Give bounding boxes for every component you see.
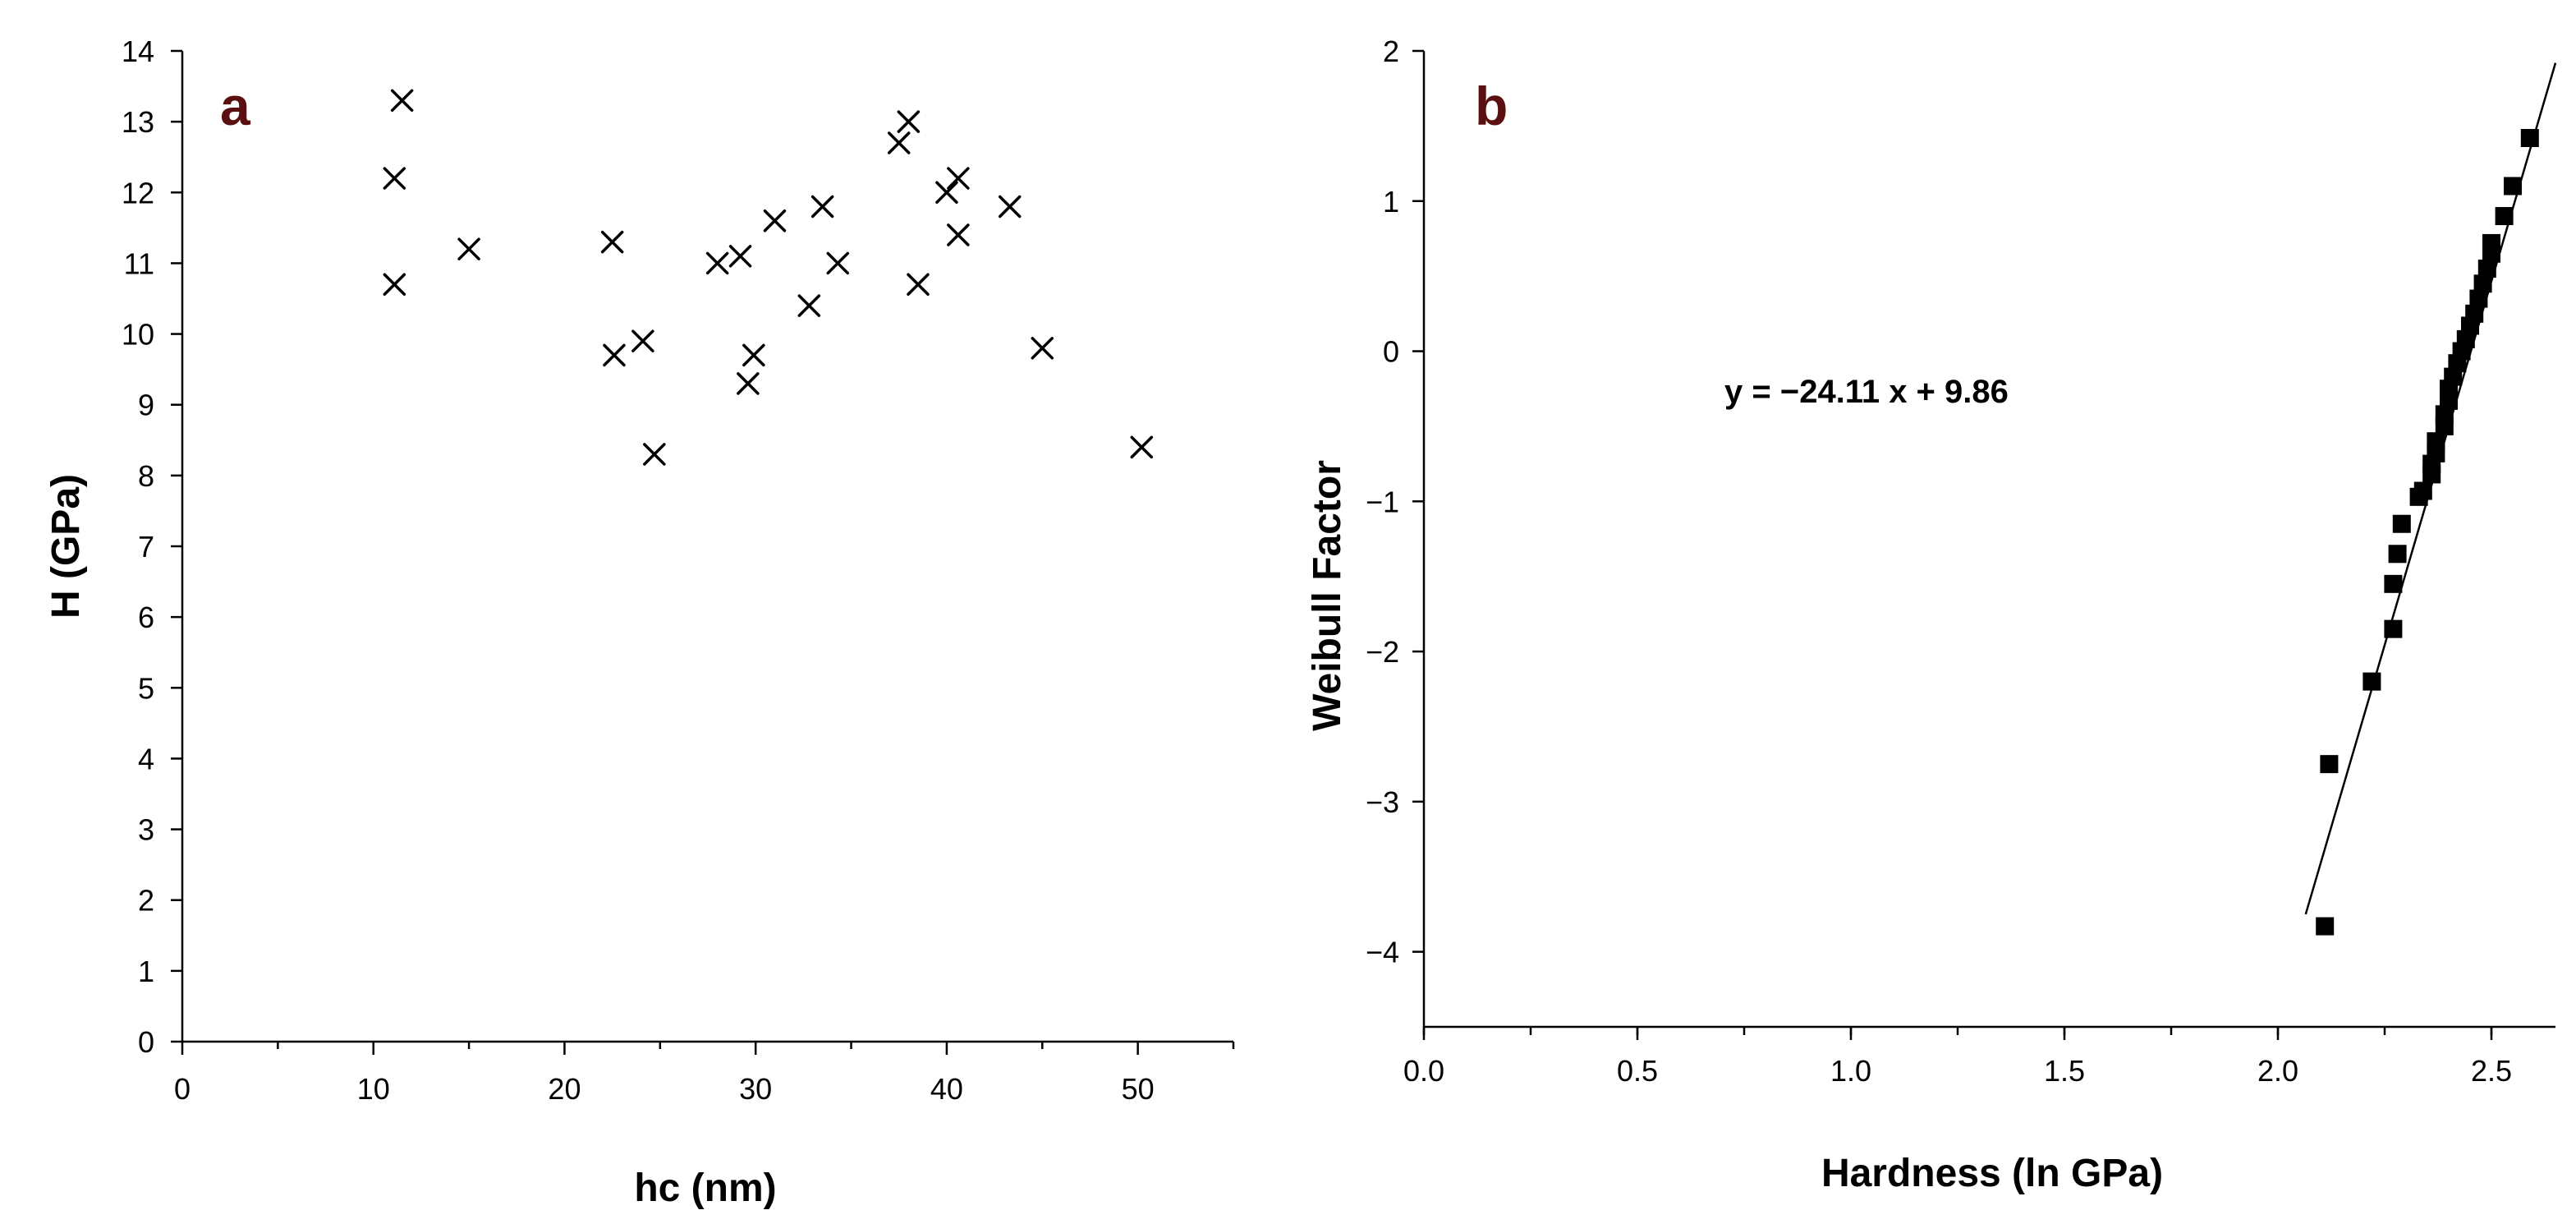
panel-b-point bbox=[2320, 755, 2339, 774]
panel-a-point bbox=[643, 443, 666, 466]
panel-a-y-tick-label: 0 bbox=[138, 1025, 154, 1059]
panel-b-x-tick-label: 2.0 bbox=[2257, 1054, 2298, 1088]
panel-a-y-tick-label: 14 bbox=[122, 35, 154, 68]
panel-a-point bbox=[603, 343, 626, 367]
panel-b-point bbox=[2473, 274, 2492, 293]
panel-a-point bbox=[383, 167, 406, 190]
panel-b-point bbox=[2495, 207, 2514, 226]
panel-b-equation: y = −24.11 x + 9.86 bbox=[1724, 374, 2009, 410]
panel-b-y-tick-label: −4 bbox=[1366, 936, 1399, 969]
panel-a-y-tick-label: 8 bbox=[138, 459, 154, 493]
panel-a-point bbox=[897, 110, 921, 133]
panel-a-x-ticks: 0 10 20 30 40 50 bbox=[174, 1042, 1235, 1106]
panel-b-label: b bbox=[1475, 76, 1508, 136]
panel-a-y-tick-label: 4 bbox=[138, 742, 154, 775]
panel-b-point bbox=[2520, 129, 2539, 148]
panel-a-point bbox=[1031, 337, 1054, 360]
panel-a-y-tick-label: 3 bbox=[138, 813, 154, 847]
panel-b-point bbox=[2413, 481, 2432, 500]
panel-a-y-tick-label: 7 bbox=[138, 530, 154, 564]
panel-b-point bbox=[2482, 233, 2500, 252]
panel-b-point bbox=[2469, 289, 2488, 308]
panel-a-y-tick-label: 5 bbox=[138, 671, 154, 705]
panel-a-point bbox=[457, 237, 480, 260]
panel-a-point bbox=[631, 329, 654, 352]
panel-a-y-tick-label: 2 bbox=[138, 884, 154, 918]
panel-b-y-tick-label: 0 bbox=[1383, 335, 1399, 369]
panel-a-point bbox=[797, 294, 821, 317]
panel-b-x-tick-label: 1.5 bbox=[2044, 1054, 2085, 1088]
panel-a-point bbox=[763, 209, 787, 232]
panel-b-y-axis-title: Weibull Factor bbox=[1306, 460, 1349, 731]
panel-a-y-tick-label: 1 bbox=[138, 955, 154, 988]
panel-a-y-tick-label: 13 bbox=[122, 105, 154, 139]
panel-a-point bbox=[935, 181, 958, 205]
panel-a-point bbox=[826, 251, 850, 275]
panel-b-point bbox=[2504, 177, 2522, 196]
panel-b-point bbox=[2384, 574, 2403, 593]
panel-a-x-axis-title: hc (nm) bbox=[634, 1166, 776, 1210]
panel-b-y-tick-label: −2 bbox=[1366, 635, 1399, 669]
panel-a-point bbox=[742, 343, 765, 367]
panel-b-y-tick-label: −3 bbox=[1366, 785, 1399, 819]
panel-a-point bbox=[947, 167, 970, 190]
panel-a-label: a bbox=[220, 76, 251, 136]
panel-a-y-tick-label: 6 bbox=[138, 600, 154, 634]
panel-a-point bbox=[600, 230, 624, 254]
panel-a-x-tick-label: 20 bbox=[548, 1072, 581, 1106]
panel-b-y-tick-label: −1 bbox=[1366, 485, 1399, 518]
panel-b-x-tick-label: 2.5 bbox=[2471, 1054, 2512, 1088]
panel-a-point bbox=[737, 372, 760, 395]
panel-a-point bbox=[887, 131, 911, 154]
panel-a-y-tick-label: 10 bbox=[122, 318, 154, 352]
panel-b-y-ticks: −4 −3 −2 −1 0 1 2 bbox=[1366, 35, 1424, 969]
panel-a-data-points bbox=[383, 89, 1154, 466]
panel-a-point bbox=[810, 195, 834, 219]
panel-a-x-tick-label: 50 bbox=[1122, 1072, 1155, 1106]
panel-b-point bbox=[2384, 619, 2403, 638]
panel-b-point bbox=[2477, 260, 2496, 278]
panel-b-x-tick-label: 1.0 bbox=[1830, 1054, 1871, 1088]
panel-a-point bbox=[383, 273, 406, 297]
panel-b-x-ticks: 0.0 0.5 1.0 1.5 2.0 2.5 bbox=[1403, 1027, 2512, 1088]
panel-b-point bbox=[2362, 672, 2381, 691]
panel-a-point bbox=[998, 195, 1022, 219]
panel-a-y-tick-label: 9 bbox=[138, 389, 154, 422]
panel-a-point bbox=[705, 251, 729, 275]
panel-b-x-tick-label: 0.5 bbox=[1617, 1054, 1658, 1088]
panel-b-weibull-plot: −4 −3 −2 −1 0 1 2 0.0 0.5 1.0 1.5 2.0 2.5 b y = −24… bbox=[1306, 35, 2557, 1195]
panel-a-point bbox=[907, 273, 930, 297]
panel-a-x-tick-label: 0 bbox=[174, 1072, 191, 1106]
panel-a-x-tick-label: 10 bbox=[357, 1072, 390, 1106]
panel-b-point bbox=[2392, 514, 2411, 533]
panel-a-point bbox=[947, 223, 970, 246]
panel-a-x-tick-label: 30 bbox=[739, 1072, 772, 1106]
panel-b-y-tick-label: 2 bbox=[1383, 35, 1399, 68]
panel-b-point bbox=[2388, 545, 2407, 564]
panel-b-data-points bbox=[2316, 129, 2539, 936]
panel-a-y-axis-title: H (GPa) bbox=[44, 474, 88, 619]
panel-a-point bbox=[1130, 435, 1154, 459]
panel-a-y-tick-label: 11 bbox=[124, 246, 154, 280]
panel-b-point bbox=[2316, 917, 2335, 936]
panel-b-point bbox=[2465, 304, 2484, 323]
panel-b-point bbox=[2427, 432, 2445, 451]
panel-a-y-tick-label: 12 bbox=[122, 176, 154, 209]
panel-b-y-tick-label: 1 bbox=[1383, 185, 1399, 219]
panel-b-x-axis-title: Hardness (ln GPa) bbox=[1821, 1152, 2163, 1195]
panel-b-x-tick-label: 0.0 bbox=[1403, 1054, 1444, 1088]
panel-a-x-tick-label: 40 bbox=[930, 1072, 963, 1106]
panel-a-point bbox=[390, 89, 414, 113]
panel-a-point bbox=[728, 245, 752, 268]
